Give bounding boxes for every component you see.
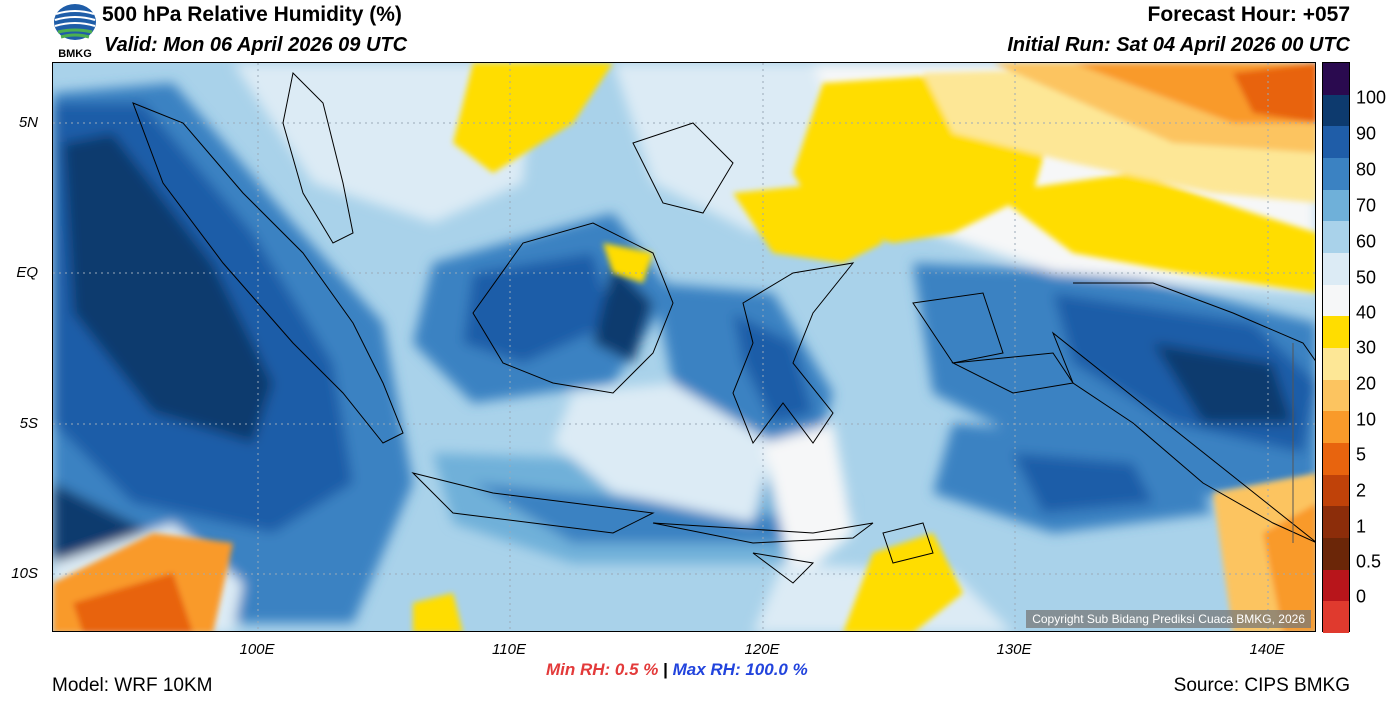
colorbar-segment bbox=[1323, 316, 1349, 348]
chart-title: 500 hPa Relative Humidity (%) bbox=[102, 3, 402, 26]
colorbar-segment bbox=[1323, 379, 1349, 412]
colorbar-segment bbox=[1323, 474, 1349, 507]
coastlines bbox=[132, 71, 1315, 584]
colorbar-segment bbox=[1323, 221, 1349, 253]
colorbar-label: 90 bbox=[1356, 123, 1377, 144]
humidity-field bbox=[53, 63, 1315, 631]
lon-label-110e: 110E bbox=[492, 641, 526, 658]
forecast-hour: Forecast Hour: +057 bbox=[1147, 3, 1351, 26]
lat-label-eq: EQ bbox=[16, 264, 38, 281]
lon-label-130e: 130E bbox=[996, 641, 1032, 658]
colorbar-label: 20 bbox=[1356, 373, 1377, 394]
bmkg-logo-icon: BMKG bbox=[54, 4, 96, 60]
humidity-map: Copyright Sub Bidang Prediksi Cuaca BMKG… bbox=[52, 62, 1316, 632]
colorbar-segment bbox=[1323, 347, 1349, 380]
lon-label-120e: 120E bbox=[744, 641, 780, 658]
colorbar bbox=[1322, 62, 1350, 633]
lat-label-10s: 10S bbox=[11, 565, 38, 582]
initial-run: Initial Run: Sat 04 April 2026 00 UTC bbox=[1007, 34, 1350, 56]
colorbar-segment bbox=[1323, 442, 1349, 475]
colorbar-segment bbox=[1323, 189, 1349, 222]
dry-areas bbox=[53, 63, 1315, 631]
colorbar-segment bbox=[1323, 601, 1349, 633]
lon-label-100e: 100E bbox=[239, 641, 275, 658]
valid-time: Valid: Mon 06 April 2026 09 UTC bbox=[104, 34, 408, 56]
colorbar-segment bbox=[1323, 63, 1349, 95]
colorbar-label: 10 bbox=[1356, 409, 1377, 430]
colorbar-segment bbox=[1323, 569, 1349, 602]
rh-stats: Min RH: 0.5 % | Max RH: 100.0 % bbox=[546, 660, 808, 680]
colorbar-label: 0 bbox=[1356, 586, 1367, 607]
colorbar-label: 70 bbox=[1356, 195, 1377, 216]
colorbar-segment bbox=[1323, 94, 1349, 127]
colorbar-label: 0.5 bbox=[1356, 551, 1382, 572]
colorbar-segment bbox=[1323, 126, 1349, 158]
model-label: Model: WRF 10KM bbox=[52, 675, 213, 696]
source-label: Source: CIPS BMKG bbox=[1173, 675, 1350, 696]
colorbar-segment bbox=[1323, 252, 1349, 285]
colorbar-label: 60 bbox=[1356, 231, 1377, 252]
colorbar-label: 5 bbox=[1356, 444, 1367, 465]
colorbar-label: 30 bbox=[1356, 337, 1377, 358]
lat-label-5n: 5N bbox=[18, 114, 38, 131]
stats-separator: | bbox=[658, 660, 673, 679]
colorbar-label: 1 bbox=[1356, 516, 1367, 537]
lon-label-140e: 140E bbox=[1249, 641, 1285, 658]
colorbar-segment bbox=[1323, 284, 1349, 317]
colorbar-label: 100 bbox=[1356, 87, 1387, 108]
lat-label-5s: 5S bbox=[19, 415, 38, 432]
colorbar-label: 80 bbox=[1356, 159, 1377, 180]
colorbar-label: 40 bbox=[1356, 302, 1377, 323]
colorbar-label: 2 bbox=[1356, 480, 1367, 501]
min-rh: Min RH: 0.5 % bbox=[546, 660, 659, 679]
copyright-notice: Copyright Sub Bidang Prediksi Cuaca BMKG… bbox=[1026, 610, 1311, 628]
colorbar-segment bbox=[1323, 411, 1349, 443]
colorbar-segment bbox=[1323, 506, 1349, 538]
grid-lines bbox=[53, 63, 1315, 631]
colorbar-segment bbox=[1323, 537, 1349, 570]
svg-text:BMKG: BMKG bbox=[58, 48, 92, 60]
max-rh: Max RH: 100.0 % bbox=[672, 660, 808, 679]
colorbar-label: 50 bbox=[1356, 267, 1377, 288]
colorbar-segment bbox=[1323, 157, 1349, 190]
